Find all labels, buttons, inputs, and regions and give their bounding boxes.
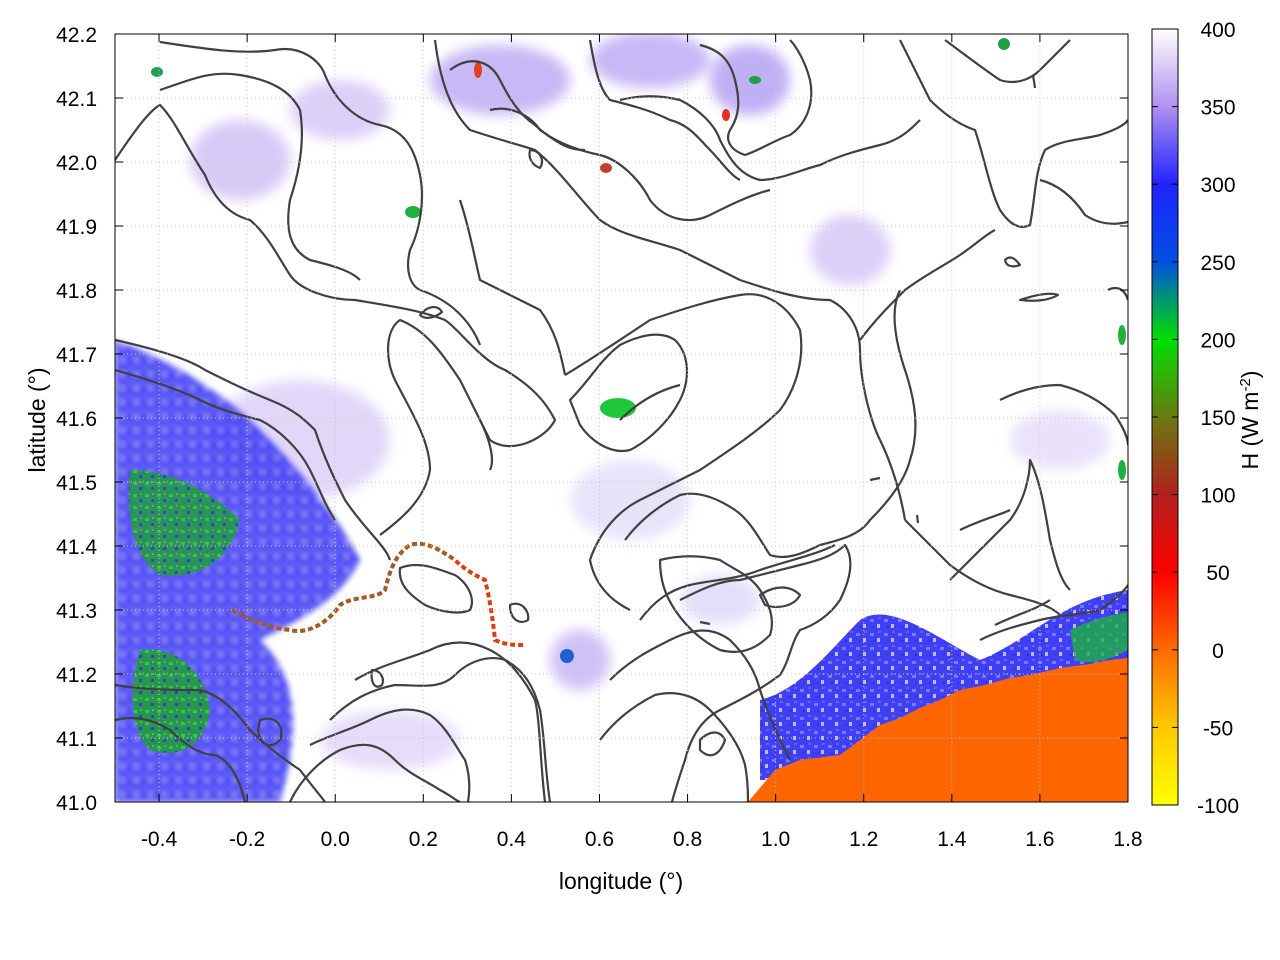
colorbar-label: H (W m-2)	[1237, 371, 1263, 470]
x-tick-label: 1.4	[937, 828, 967, 851]
y-axis: 41.0 41.1 41.2 41.3 41.4 41.5 41.6 41.7 41.8 41.9…	[56, 24, 1128, 815]
colorbar-tick-label: 100	[1200, 485, 1235, 508]
terrain-contours	[115, 39, 1128, 802]
x-tick-label: -0.2	[229, 828, 265, 851]
violet-patches	[190, 34, 1110, 770]
colorbar-tick-label: -50	[1203, 717, 1233, 740]
y-tick-label: 41.4	[56, 536, 97, 559]
colorbar-tick-label: 250	[1200, 252, 1235, 275]
y-tick-label: 41.9	[56, 216, 97, 239]
x-tick-label: 0.0	[321, 828, 350, 851]
x-tick-label: 1.6	[1025, 828, 1054, 851]
x-axis: -0.4 -0.2 0.0 0.2 0.4 0.6 0.8 1.0 1.2 1.4 1.6 1.8	[141, 34, 1143, 851]
x-tick-label: 1.0	[761, 828, 790, 851]
x-tick-label: 1.8	[1113, 828, 1142, 851]
colorbar-tick-label: 350	[1200, 97, 1235, 120]
grid-lines	[115, 34, 1128, 802]
x-tick-label: 1.2	[849, 828, 878, 851]
small-hotspots	[151, 38, 1126, 663]
colorbar: 400 350 300 250 200 150 100 50 0 -50 -100 H (W m-2…	[1151, 19, 1263, 818]
y-tick-label: 41.6	[56, 408, 97, 431]
x-tick-label: 0.6	[585, 828, 614, 851]
colorbar-tick-label: 400	[1200, 19, 1235, 42]
colorbar-tick-label: 300	[1200, 174, 1235, 197]
colorbar-tick-label: 150	[1200, 407, 1235, 430]
x-tick-label: 0.4	[497, 828, 527, 851]
x-tick-label: 0.8	[673, 828, 702, 851]
colorbar-ticks: 400 350 300 250 200 150 100 50 0 -50 -100	[1152, 19, 1239, 818]
sea-region	[748, 658, 1128, 802]
y-tick-label: 42.0	[56, 152, 97, 175]
colorbar-tick-label: -100	[1197, 795, 1239, 818]
y-tick-label: 41.3	[56, 600, 97, 623]
y-axis-label: latitude (°)	[24, 367, 50, 472]
x-tick-label: 0.2	[409, 828, 438, 851]
y-tick-label: 41.5	[56, 472, 97, 495]
y-tick-label: 42.2	[56, 24, 97, 47]
colorbar-tick-label: 0	[1212, 640, 1224, 663]
y-tick-label: 42.1	[56, 88, 97, 111]
colorbar-tick-label: 200	[1200, 329, 1235, 352]
x-tick-label: -0.4	[141, 828, 178, 851]
coastal-high-flux	[760, 590, 1128, 780]
y-tick-label: 41.1	[56, 728, 97, 751]
heatmap-field	[115, 34, 1128, 802]
y-tick-label: 41.0	[56, 792, 97, 815]
y-tick-label: 41.2	[56, 664, 97, 687]
x-axis-label: longitude (°)	[559, 868, 683, 894]
west-high-flux	[115, 340, 360, 802]
y-tick-label: 41.8	[56, 280, 97, 303]
colorbar-tick-label: 50	[1206, 562, 1229, 585]
y-tick-label: 41.7	[56, 344, 97, 367]
